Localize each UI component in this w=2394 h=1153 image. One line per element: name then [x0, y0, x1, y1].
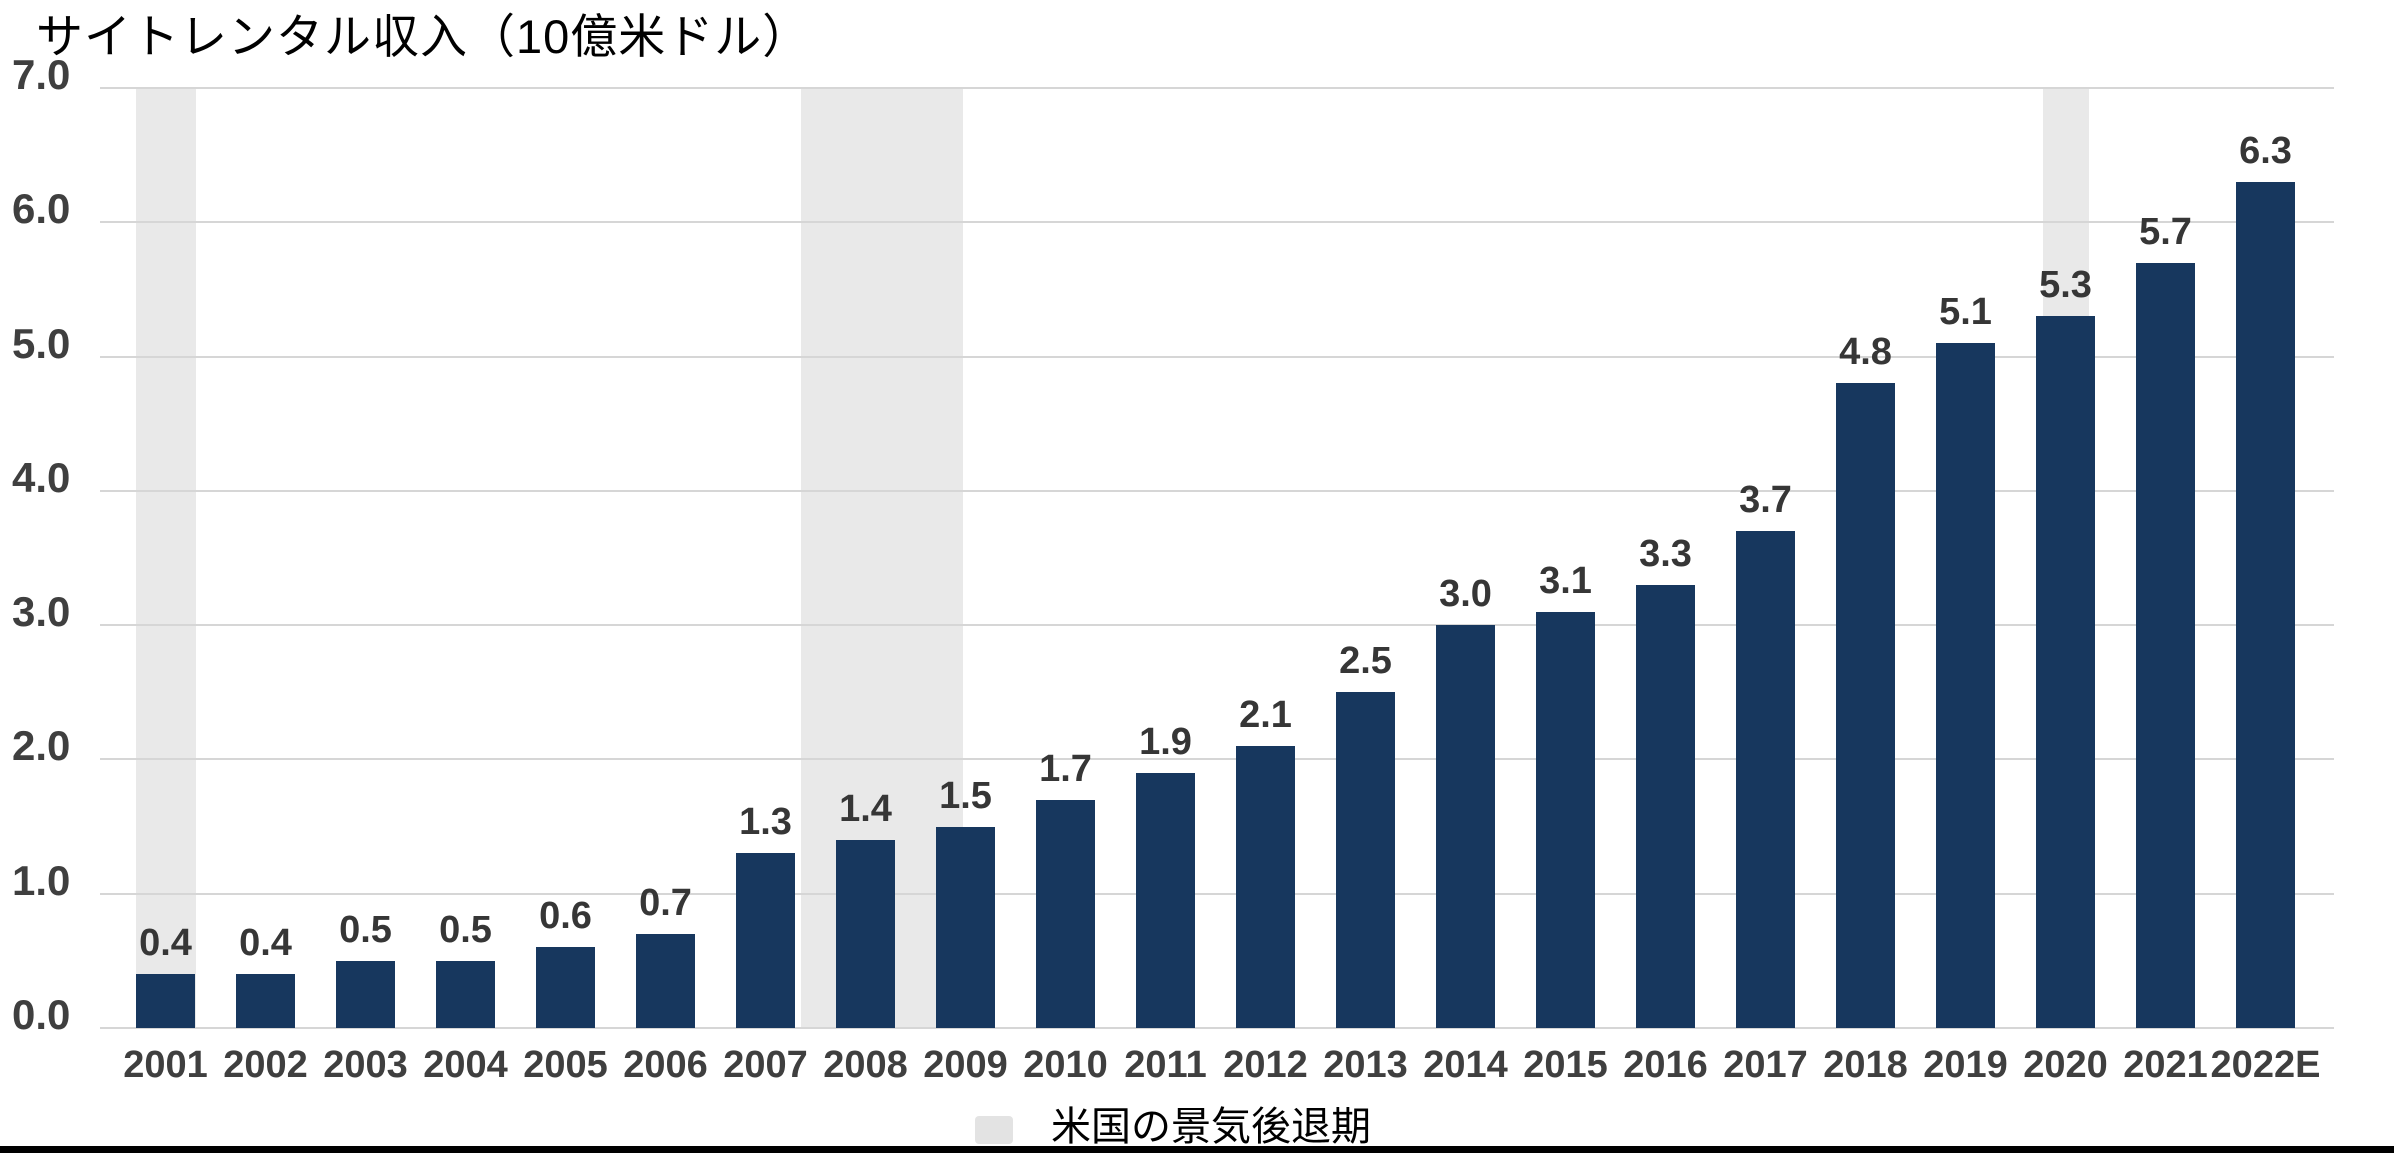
- x-axis-year-label: 2011: [1124, 1044, 1207, 1086]
- bar-2001: [136, 974, 195, 1028]
- bar-value-label: 3.0: [1439, 573, 1492, 616]
- bar-value-label: 6.3: [2239, 130, 2292, 172]
- y-axis-tick-label: 5.0: [12, 319, 71, 367]
- gridline: [100, 624, 2334, 627]
- y-axis-tick-label: 2.0: [12, 722, 71, 770]
- gridline: [100, 489, 2334, 492]
- plot-area: 0.4 2001 0.4 2002 0.5 2003 0.5 2004 0.6 2005 0.7 20…: [100, 87, 2334, 1086]
- x-axis-year-label: 2015: [1523, 1044, 1608, 1086]
- x-axis-year-label: 2020: [2023, 1044, 2108, 1086]
- y-axis-tick-label: 6.0: [12, 185, 71, 233]
- gridline: [100, 1027, 2334, 1029]
- bar-2011: [1136, 772, 1195, 1028]
- gridline: [100, 355, 2334, 358]
- x-axis-year-label: 2002: [223, 1044, 308, 1086]
- bar-value-label: 5.1: [1939, 291, 1992, 334]
- bar-2012: [1236, 746, 1295, 1028]
- bar-value-label: 0.5: [439, 908, 492, 951]
- x-axis-year-label: 2004: [423, 1044, 508, 1086]
- y-axis-tick-label: 4.0: [12, 453, 71, 501]
- gridline: [100, 758, 2334, 761]
- bar-2020: [2036, 316, 2095, 1028]
- x-axis-year-label: 2013: [1323, 1044, 1408, 1086]
- bar-2021: [2136, 262, 2195, 1028]
- gridline: [100, 221, 2334, 224]
- bar-2004: [436, 960, 495, 1028]
- x-axis-year-label: 2009: [923, 1044, 1008, 1086]
- bar-2007: [736, 853, 795, 1028]
- x-axis-year-label: 2001: [123, 1044, 208, 1086]
- bar-value-label: 3.1: [1539, 559, 1592, 602]
- bar-value-label: 2.5: [1339, 640, 1392, 683]
- bar-2016: [1636, 584, 1695, 1028]
- bar-value-label: 0.6: [539, 895, 592, 938]
- x-axis-year-label: 2018: [1823, 1044, 1908, 1086]
- x-axis-year-label: 2003: [323, 1044, 408, 1086]
- bar-value-label: 1.4: [839, 788, 892, 830]
- bar-value-label: 5.7: [2139, 210, 2192, 253]
- bar-value-label: 1.9: [1139, 720, 1192, 763]
- x-axis-year-label: 2022E: [2210, 1044, 2321, 1086]
- x-axis-year-label: 2006: [623, 1044, 708, 1086]
- x-axis-year-label: 2012: [1223, 1044, 1308, 1086]
- bar-value-label: 0.4: [239, 922, 292, 965]
- bar-value-label: 0.4: [139, 922, 192, 965]
- bar-value-label: 1.3: [739, 801, 792, 844]
- recession-legend-label: 米国の景気後退期: [1051, 1105, 1371, 1149]
- chart-title: サイトレンタル収入（10億米ドル）: [36, 10, 811, 63]
- bottom-black-strip: [0, 1146, 2394, 1153]
- bar-value-label: 0.7: [639, 882, 692, 924]
- recession-legend-swatch: [975, 1116, 1013, 1144]
- y-axis-tick-label: 7.0: [12, 51, 71, 98]
- bar-2002: [236, 974, 295, 1028]
- bar-2008: [836, 840, 895, 1028]
- bar-2018: [1836, 383, 1895, 1028]
- x-axis-year-label: 2019: [1923, 1044, 2008, 1086]
- bar-2006: [636, 934, 695, 1028]
- bar-2017: [1736, 531, 1795, 1028]
- bar-2010: [1036, 799, 1095, 1028]
- x-axis-year-label: 2014: [1423, 1044, 1508, 1086]
- x-axis-year-label: 2005: [523, 1044, 608, 1086]
- bar-value-label: 4.8: [1839, 331, 1892, 374]
- x-axis-year-label: 2008: [823, 1044, 908, 1086]
- x-axis-year-label: 2021: [2123, 1044, 2208, 1086]
- bar-2019: [1936, 343, 1995, 1028]
- bar-value-label: 0.5: [339, 908, 392, 951]
- y-axis-tick-label: 0.0: [12, 991, 71, 1038]
- y-axis-tick-label: 1.0: [12, 856, 71, 904]
- x-axis-year-label: 2017: [1723, 1044, 1808, 1086]
- bar-value-label: 1.5: [939, 774, 992, 817]
- x-axis-year-label: 2016: [1623, 1044, 1708, 1086]
- bar-2015: [1536, 611, 1595, 1028]
- bar-2022E: [2236, 182, 2295, 1028]
- gridline: [100, 892, 2334, 895]
- gridline: [100, 87, 2334, 89]
- bar-2009: [936, 826, 995, 1028]
- bar-value-label: 1.7: [1039, 747, 1092, 790]
- y-axis-tick-label: 3.0: [12, 588, 71, 636]
- bar-2013: [1336, 692, 1395, 1028]
- bar-value-label: 3.3: [1639, 532, 1692, 575]
- recession-band: [135, 88, 196, 1028]
- bar-2005: [536, 947, 595, 1028]
- bar-2014: [1436, 625, 1495, 1028]
- bar-value-label: 2.1: [1239, 694, 1292, 736]
- bar-2003: [336, 960, 395, 1028]
- x-axis-year-label: 2010: [1023, 1044, 1108, 1086]
- bar-value-label: 5.3: [2039, 264, 2092, 307]
- legend: 米国の景気後退期: [975, 1104, 1371, 1150]
- x-axis-year-label: 2007: [723, 1044, 808, 1086]
- bar-value-label: 3.7: [1739, 479, 1792, 522]
